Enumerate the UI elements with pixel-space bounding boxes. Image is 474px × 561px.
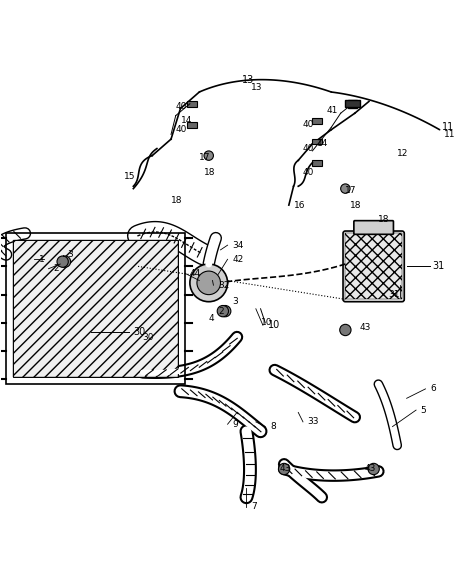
Text: 17: 17 — [346, 186, 357, 195]
Text: 18: 18 — [378, 215, 390, 224]
Text: 10: 10 — [261, 319, 272, 328]
Text: 18: 18 — [171, 196, 182, 205]
Bar — [187, 122, 197, 128]
Circle shape — [217, 306, 228, 317]
Text: 13: 13 — [242, 75, 254, 85]
Circle shape — [197, 271, 220, 295]
Text: 43: 43 — [279, 465, 291, 473]
Text: 11: 11 — [442, 122, 454, 132]
Text: 3: 3 — [67, 250, 73, 259]
Text: 40: 40 — [303, 144, 314, 153]
Text: 30: 30 — [133, 327, 146, 337]
Text: 31: 31 — [388, 290, 399, 299]
Text: 12: 12 — [397, 149, 409, 158]
Text: 42: 42 — [232, 255, 244, 264]
Text: 40: 40 — [176, 125, 187, 134]
Text: 15: 15 — [124, 172, 136, 181]
Text: 9: 9 — [232, 420, 238, 429]
Text: 40: 40 — [303, 121, 314, 130]
Text: 17: 17 — [199, 154, 211, 163]
Text: 8: 8 — [270, 422, 276, 431]
Text: 4: 4 — [209, 314, 214, 323]
Polygon shape — [13, 241, 178, 377]
Text: 11: 11 — [444, 130, 456, 139]
Circle shape — [190, 264, 228, 302]
Circle shape — [204, 151, 213, 160]
Bar — [312, 160, 322, 165]
Text: 16: 16 — [293, 201, 305, 210]
Text: 7: 7 — [251, 502, 257, 511]
Circle shape — [368, 463, 379, 475]
Text: 2: 2 — [53, 264, 59, 273]
Bar — [187, 101, 197, 107]
FancyBboxPatch shape — [354, 220, 393, 234]
Text: 33: 33 — [308, 417, 319, 426]
Text: 31: 31 — [433, 261, 445, 272]
Bar — [348, 99, 357, 108]
Text: 41: 41 — [327, 107, 338, 116]
Circle shape — [57, 256, 68, 267]
Text: 18: 18 — [350, 201, 362, 210]
Circle shape — [341, 184, 350, 194]
Text: 40: 40 — [176, 102, 187, 111]
Bar — [312, 139, 322, 144]
Text: 34: 34 — [232, 241, 244, 250]
Text: 5: 5 — [421, 406, 427, 415]
Text: 18: 18 — [204, 168, 216, 177]
Bar — [312, 118, 322, 124]
Circle shape — [340, 324, 351, 335]
FancyBboxPatch shape — [343, 231, 404, 302]
Text: 1: 1 — [39, 255, 45, 264]
Text: 3: 3 — [232, 297, 238, 306]
Circle shape — [219, 306, 231, 317]
Text: 32: 32 — [218, 280, 229, 289]
Text: 44: 44 — [190, 269, 201, 278]
Text: 30: 30 — [143, 333, 154, 342]
Text: 14: 14 — [317, 139, 328, 148]
Circle shape — [59, 256, 71, 267]
Text: 43: 43 — [364, 465, 375, 473]
Text: 40: 40 — [303, 168, 314, 177]
Text: 13: 13 — [251, 83, 263, 92]
Text: 10: 10 — [268, 320, 280, 330]
Text: 43: 43 — [359, 323, 371, 332]
Text: 2: 2 — [218, 307, 224, 316]
Bar — [346, 100, 359, 107]
Text: 14: 14 — [181, 116, 192, 125]
Circle shape — [278, 463, 290, 475]
Text: 6: 6 — [430, 384, 436, 393]
